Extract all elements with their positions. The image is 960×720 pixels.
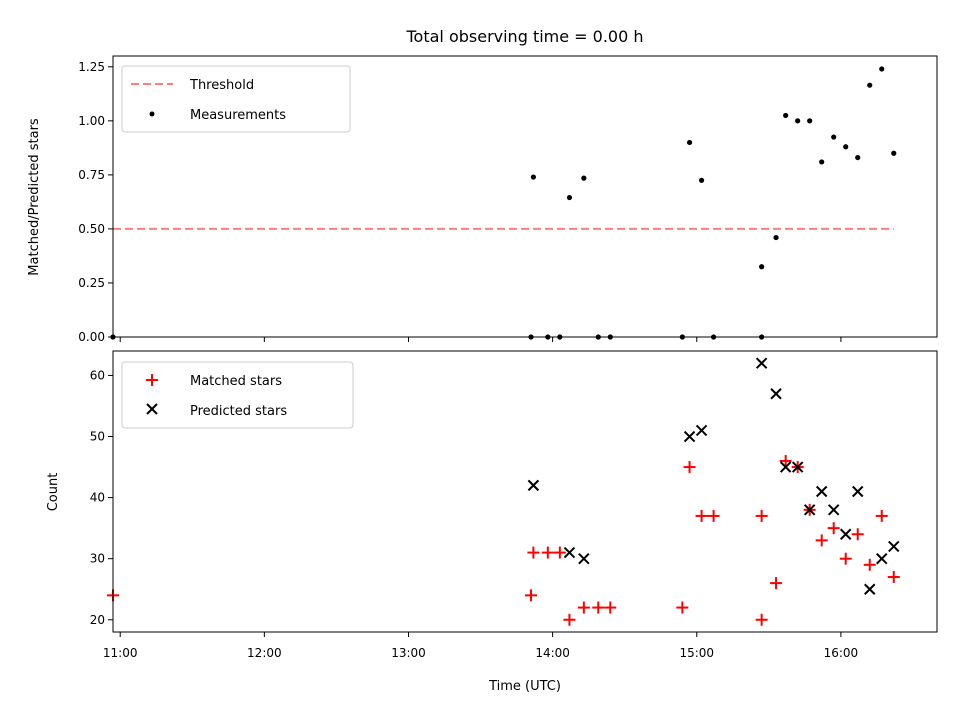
top-legend: Threshold Measurements [121, 65, 351, 133]
measurement-point [819, 159, 825, 165]
predicted-stars-point [864, 583, 876, 595]
measurement-point [566, 194, 573, 201]
top-y-axis-label: Matched/Predicted stars [27, 118, 42, 276]
bottom-panel: Count Time (UTC) 20 30 40 50 60 11:00 12:00 13:… [46, 350, 938, 694]
bottom-xtick-label: 14:00 [535, 646, 570, 660]
bottom-y-axis-label: Count [46, 473, 61, 512]
bottom-ytick-label: 20 [90, 613, 105, 627]
predicted-stars-point [852, 485, 864, 498]
top-legend-box [121, 65, 351, 133]
matched-stars-point [839, 552, 852, 565]
top-plot-layer: 0.00 0.25 0.50 0.75 1.00 1.25 [78, 60, 897, 344]
matched-stars-point [527, 546, 540, 559]
predicted-stars-point [791, 461, 804, 473]
predicted-stars-point [815, 485, 828, 498]
predicted-stars-point [888, 540, 900, 553]
matched-stars-point [851, 528, 864, 541]
matched-stars-point [755, 509, 768, 522]
top-ytick-label: 1.00 [78, 114, 105, 128]
predicted-stars-point [840, 528, 852, 540]
bottom-legend-predicted-label: Predicted stars [190, 404, 287, 419]
matched-stars-point [827, 522, 840, 535]
top-panel: Total observing time = 0.00 h Matched/Pr… [27, 27, 938, 344]
top-plot-frame [112, 55, 938, 338]
measurements-legend-swatch [149, 111, 155, 117]
bottom-xtick-label: 15:00 [679, 646, 714, 660]
top-legend-measurements-label: Measurements [190, 108, 286, 123]
matched-stars-point [577, 601, 590, 614]
predicted-stars-point [563, 546, 576, 559]
matched-stars-point [707, 509, 720, 522]
matched-stars-point [875, 509, 888, 522]
bottom-ytick-label: 30 [90, 552, 105, 566]
measurement-point [891, 150, 897, 156]
bottom-xtick-label: 16:00 [824, 646, 859, 660]
measurement-point [773, 234, 779, 241]
matched-stars-point [563, 613, 576, 626]
bottom-x-axis-label: Time (UTC) [488, 679, 561, 694]
measurement-point [831, 134, 837, 140]
top-ytick-label: 0.00 [78, 330, 105, 344]
measurement-point [843, 144, 849, 150]
matched-stars-point [755, 613, 768, 626]
predicted-stars-point [770, 388, 782, 400]
bottom-plot-layer: 20 30 40 50 60 11:00 12:00 13:00 14:00 15:00 16:00 [90, 357, 900, 660]
bottom-xtick-label: 13:00 [391, 646, 426, 660]
bottom-ytick-label: 60 [90, 368, 105, 382]
measurement-point [879, 66, 885, 72]
bottom-xtick-label: 11:00 [103, 646, 138, 660]
matched-stars-point [770, 577, 783, 590]
predicted-stars-point [827, 504, 840, 516]
bottom-xtick-label: 12:00 [247, 646, 282, 660]
matched-stars-point [541, 546, 554, 559]
matched-stars-point [553, 546, 566, 559]
matched-stars-point [683, 461, 696, 474]
measurement-point [807, 118, 813, 124]
predicted-stars-point [876, 552, 888, 565]
matched-stars-point [815, 534, 828, 547]
measurement-point [855, 154, 861, 161]
matched-stars-point [863, 558, 876, 571]
measurement-point [795, 118, 801, 124]
matched-stars-point [779, 454, 792, 467]
matched-stars-legend-swatch [146, 374, 158, 386]
top-legend-threshold-label: Threshold [189, 78, 254, 93]
bottom-legend: Matched stars Predicted stars [121, 361, 354, 429]
measurement-point [867, 82, 873, 88]
predicted-stars-point [683, 430, 696, 443]
measurement-point [686, 139, 693, 146]
matched-stars-point [525, 589, 538, 602]
bottom-ytick-label: 50 [90, 430, 105, 444]
predicted-stars-point [695, 424, 708, 437]
matched-stars-point [604, 601, 617, 614]
predicted-stars-point [779, 461, 792, 473]
top-ytick-label: 1.25 [78, 60, 105, 74]
bottom-legend-box [121, 361, 354, 429]
bottom-ytick-label: 40 [90, 491, 105, 505]
predicted-stars-point [578, 552, 590, 565]
measurement-point [530, 174, 537, 180]
matched-stars-point [676, 601, 689, 614]
measurement-point [783, 112, 789, 119]
matched-stars-point [592, 601, 605, 614]
matched-stars-point [887, 571, 900, 584]
top-ytick-label: 0.25 [78, 276, 105, 290]
matched-stars-point [695, 509, 708, 522]
top-ytick-label: 0.50 [78, 222, 105, 236]
predicted-stars-legend-swatch [146, 403, 158, 415]
top-ytick-label: 0.75 [78, 168, 105, 182]
top-chart-title: Total observing time = 0.00 h [405, 27, 643, 46]
predicted-stars-point [803, 504, 816, 516]
measurement-point [581, 175, 587, 181]
predicted-stars-point [755, 357, 768, 369]
measurement-point [759, 264, 765, 270]
measurement-point [698, 177, 705, 183]
bottom-legend-matched-label: Matched stars [190, 374, 282, 389]
bottom-plot-frame [112, 350, 938, 633]
predicted-stars-point [527, 479, 540, 492]
